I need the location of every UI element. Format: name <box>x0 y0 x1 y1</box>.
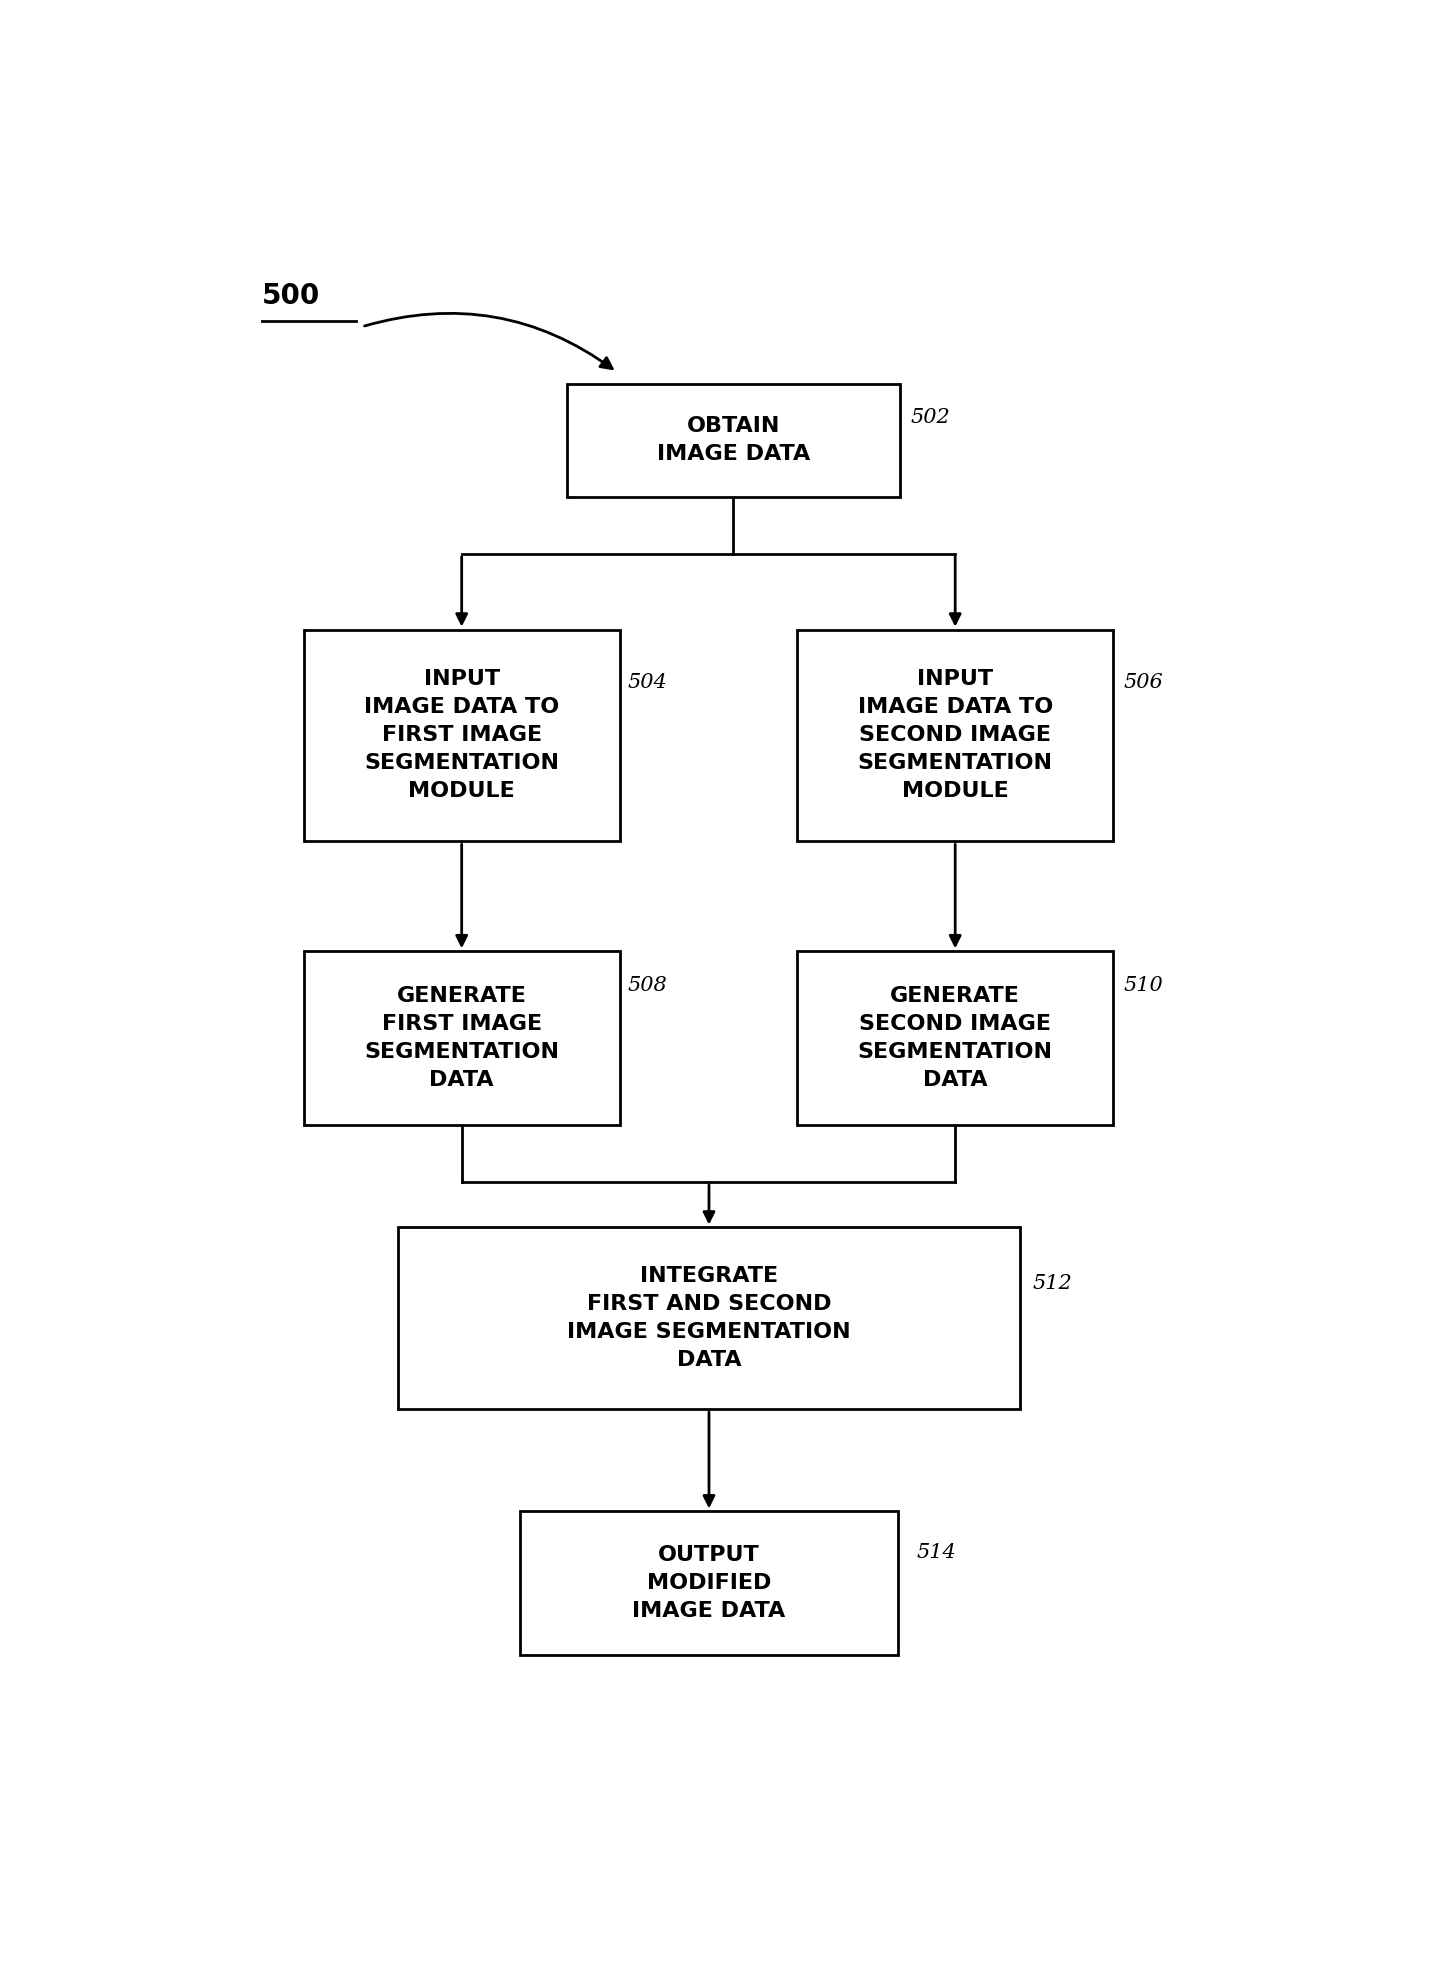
Text: INTEGRATE
FIRST AND SECOND
IMAGE SEGMENTATION
DATA: INTEGRATE FIRST AND SECOND IMAGE SEGMENT… <box>567 1266 851 1370</box>
Text: 510: 510 <box>1123 975 1163 995</box>
Text: 502: 502 <box>912 409 950 427</box>
Bar <box>303 952 620 1125</box>
Bar <box>567 383 900 497</box>
Bar <box>521 1512 897 1655</box>
Text: 512: 512 <box>1033 1274 1073 1294</box>
Text: OUTPUT
MODIFIED
IMAGE DATA: OUTPUT MODIFIED IMAGE DATA <box>633 1545 786 1622</box>
Bar <box>303 629 620 841</box>
Text: OBTAIN
IMAGE DATA: OBTAIN IMAGE DATA <box>657 417 810 464</box>
Bar <box>797 952 1113 1125</box>
Text: GENERATE
SECOND IMAGE
SEGMENTATION
DATA: GENERATE SECOND IMAGE SEGMENTATION DATA <box>857 987 1053 1091</box>
Text: INPUT
IMAGE DATA TO
SECOND IMAGE
SEGMENTATION
MODULE: INPUT IMAGE DATA TO SECOND IMAGE SEGMENT… <box>857 670 1053 802</box>
Bar <box>398 1227 1019 1410</box>
Text: 514: 514 <box>916 1543 956 1563</box>
Text: 500: 500 <box>262 283 321 311</box>
Bar <box>797 629 1113 841</box>
Text: 504: 504 <box>628 672 668 692</box>
Text: 508: 508 <box>628 975 668 995</box>
Text: INPUT
IMAGE DATA TO
FIRST IMAGE
SEGMENTATION
MODULE: INPUT IMAGE DATA TO FIRST IMAGE SEGMENTA… <box>363 670 560 802</box>
Text: GENERATE
FIRST IMAGE
SEGMENTATION
DATA: GENERATE FIRST IMAGE SEGMENTATION DATA <box>363 987 560 1091</box>
Text: 506: 506 <box>1123 672 1163 692</box>
